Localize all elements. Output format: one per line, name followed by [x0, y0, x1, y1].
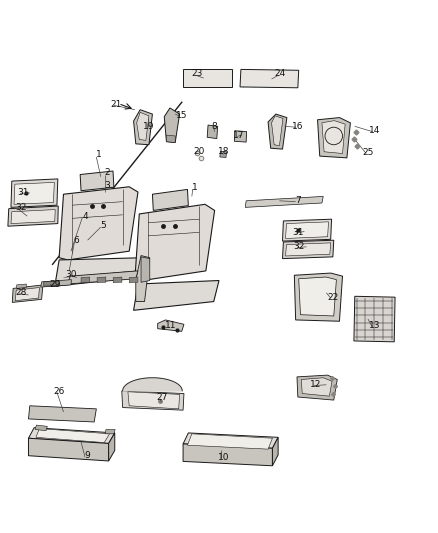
Polygon shape [28, 438, 109, 461]
Polygon shape [135, 204, 215, 280]
Polygon shape [286, 222, 328, 238]
Text: 26: 26 [53, 387, 65, 396]
Polygon shape [134, 280, 219, 310]
Polygon shape [113, 277, 122, 282]
Polygon shape [164, 108, 180, 142]
Polygon shape [41, 280, 71, 287]
Polygon shape [134, 110, 152, 145]
Text: 2: 2 [105, 168, 110, 177]
Text: 29: 29 [49, 280, 60, 289]
Text: 10: 10 [218, 453, 229, 462]
Text: 22: 22 [327, 293, 339, 302]
Polygon shape [128, 392, 180, 409]
Polygon shape [28, 406, 96, 422]
Text: 24: 24 [275, 69, 286, 78]
Polygon shape [11, 209, 55, 223]
Polygon shape [322, 120, 345, 154]
Polygon shape [55, 258, 142, 286]
Text: 8: 8 [212, 122, 218, 131]
Text: 28: 28 [15, 288, 27, 297]
Text: 7: 7 [295, 196, 301, 205]
Polygon shape [15, 287, 39, 301]
Text: 1: 1 [95, 150, 102, 159]
Polygon shape [234, 131, 247, 142]
Polygon shape [301, 378, 332, 396]
Polygon shape [283, 219, 332, 241]
Text: 21: 21 [110, 100, 122, 109]
Polygon shape [68, 271, 138, 284]
Text: 4: 4 [83, 212, 88, 221]
Polygon shape [80, 171, 114, 191]
Polygon shape [354, 296, 395, 342]
Polygon shape [11, 179, 58, 207]
Polygon shape [283, 240, 334, 259]
Polygon shape [151, 398, 170, 406]
Polygon shape [137, 112, 149, 140]
Text: 31: 31 [292, 228, 304, 237]
Polygon shape [141, 257, 150, 282]
Polygon shape [183, 444, 272, 466]
Polygon shape [318, 118, 350, 158]
Polygon shape [245, 197, 323, 207]
Polygon shape [35, 425, 47, 431]
Polygon shape [268, 114, 287, 149]
Text: 5: 5 [100, 221, 106, 230]
Text: 1: 1 [192, 183, 198, 192]
Text: 17: 17 [233, 131, 244, 140]
Polygon shape [8, 206, 58, 226]
Text: 32: 32 [293, 242, 305, 251]
Polygon shape [136, 255, 150, 302]
Polygon shape [297, 375, 337, 400]
Text: 15: 15 [176, 111, 187, 120]
Polygon shape [207, 125, 218, 139]
Text: 19: 19 [143, 122, 155, 131]
Text: 27: 27 [156, 393, 168, 402]
Text: 31: 31 [17, 188, 28, 197]
Polygon shape [183, 69, 232, 87]
Text: 16: 16 [292, 122, 304, 131]
Text: 11: 11 [165, 321, 177, 330]
Polygon shape [187, 434, 272, 449]
Polygon shape [12, 285, 43, 302]
Polygon shape [17, 284, 26, 288]
Polygon shape [97, 277, 106, 282]
Polygon shape [272, 116, 283, 146]
Polygon shape [183, 433, 278, 448]
Text: 12: 12 [310, 380, 321, 389]
Text: 20: 20 [194, 147, 205, 156]
Polygon shape [166, 135, 175, 142]
Text: 6: 6 [74, 236, 80, 245]
Polygon shape [152, 189, 188, 211]
Text: 9: 9 [85, 451, 91, 460]
Polygon shape [294, 273, 343, 321]
Text: 30: 30 [66, 270, 77, 279]
Text: 14: 14 [369, 126, 380, 135]
Polygon shape [240, 69, 299, 88]
Polygon shape [129, 277, 138, 282]
Text: 23: 23 [191, 69, 203, 78]
Text: 25: 25 [362, 148, 374, 157]
Polygon shape [81, 277, 90, 282]
Polygon shape [286, 243, 331, 256]
Text: 18: 18 [218, 147, 229, 156]
Text: 32: 32 [15, 203, 27, 212]
Polygon shape [44, 281, 59, 286]
Polygon shape [158, 320, 184, 332]
Polygon shape [36, 429, 110, 442]
Polygon shape [220, 151, 226, 157]
Polygon shape [14, 182, 54, 204]
Polygon shape [123, 378, 182, 391]
Text: 13: 13 [369, 321, 380, 330]
Polygon shape [272, 437, 278, 466]
Polygon shape [28, 427, 115, 443]
Polygon shape [122, 391, 184, 410]
Polygon shape [105, 430, 115, 434]
Polygon shape [299, 277, 336, 316]
Polygon shape [59, 187, 138, 260]
Text: 3: 3 [104, 181, 110, 190]
Polygon shape [109, 433, 115, 461]
